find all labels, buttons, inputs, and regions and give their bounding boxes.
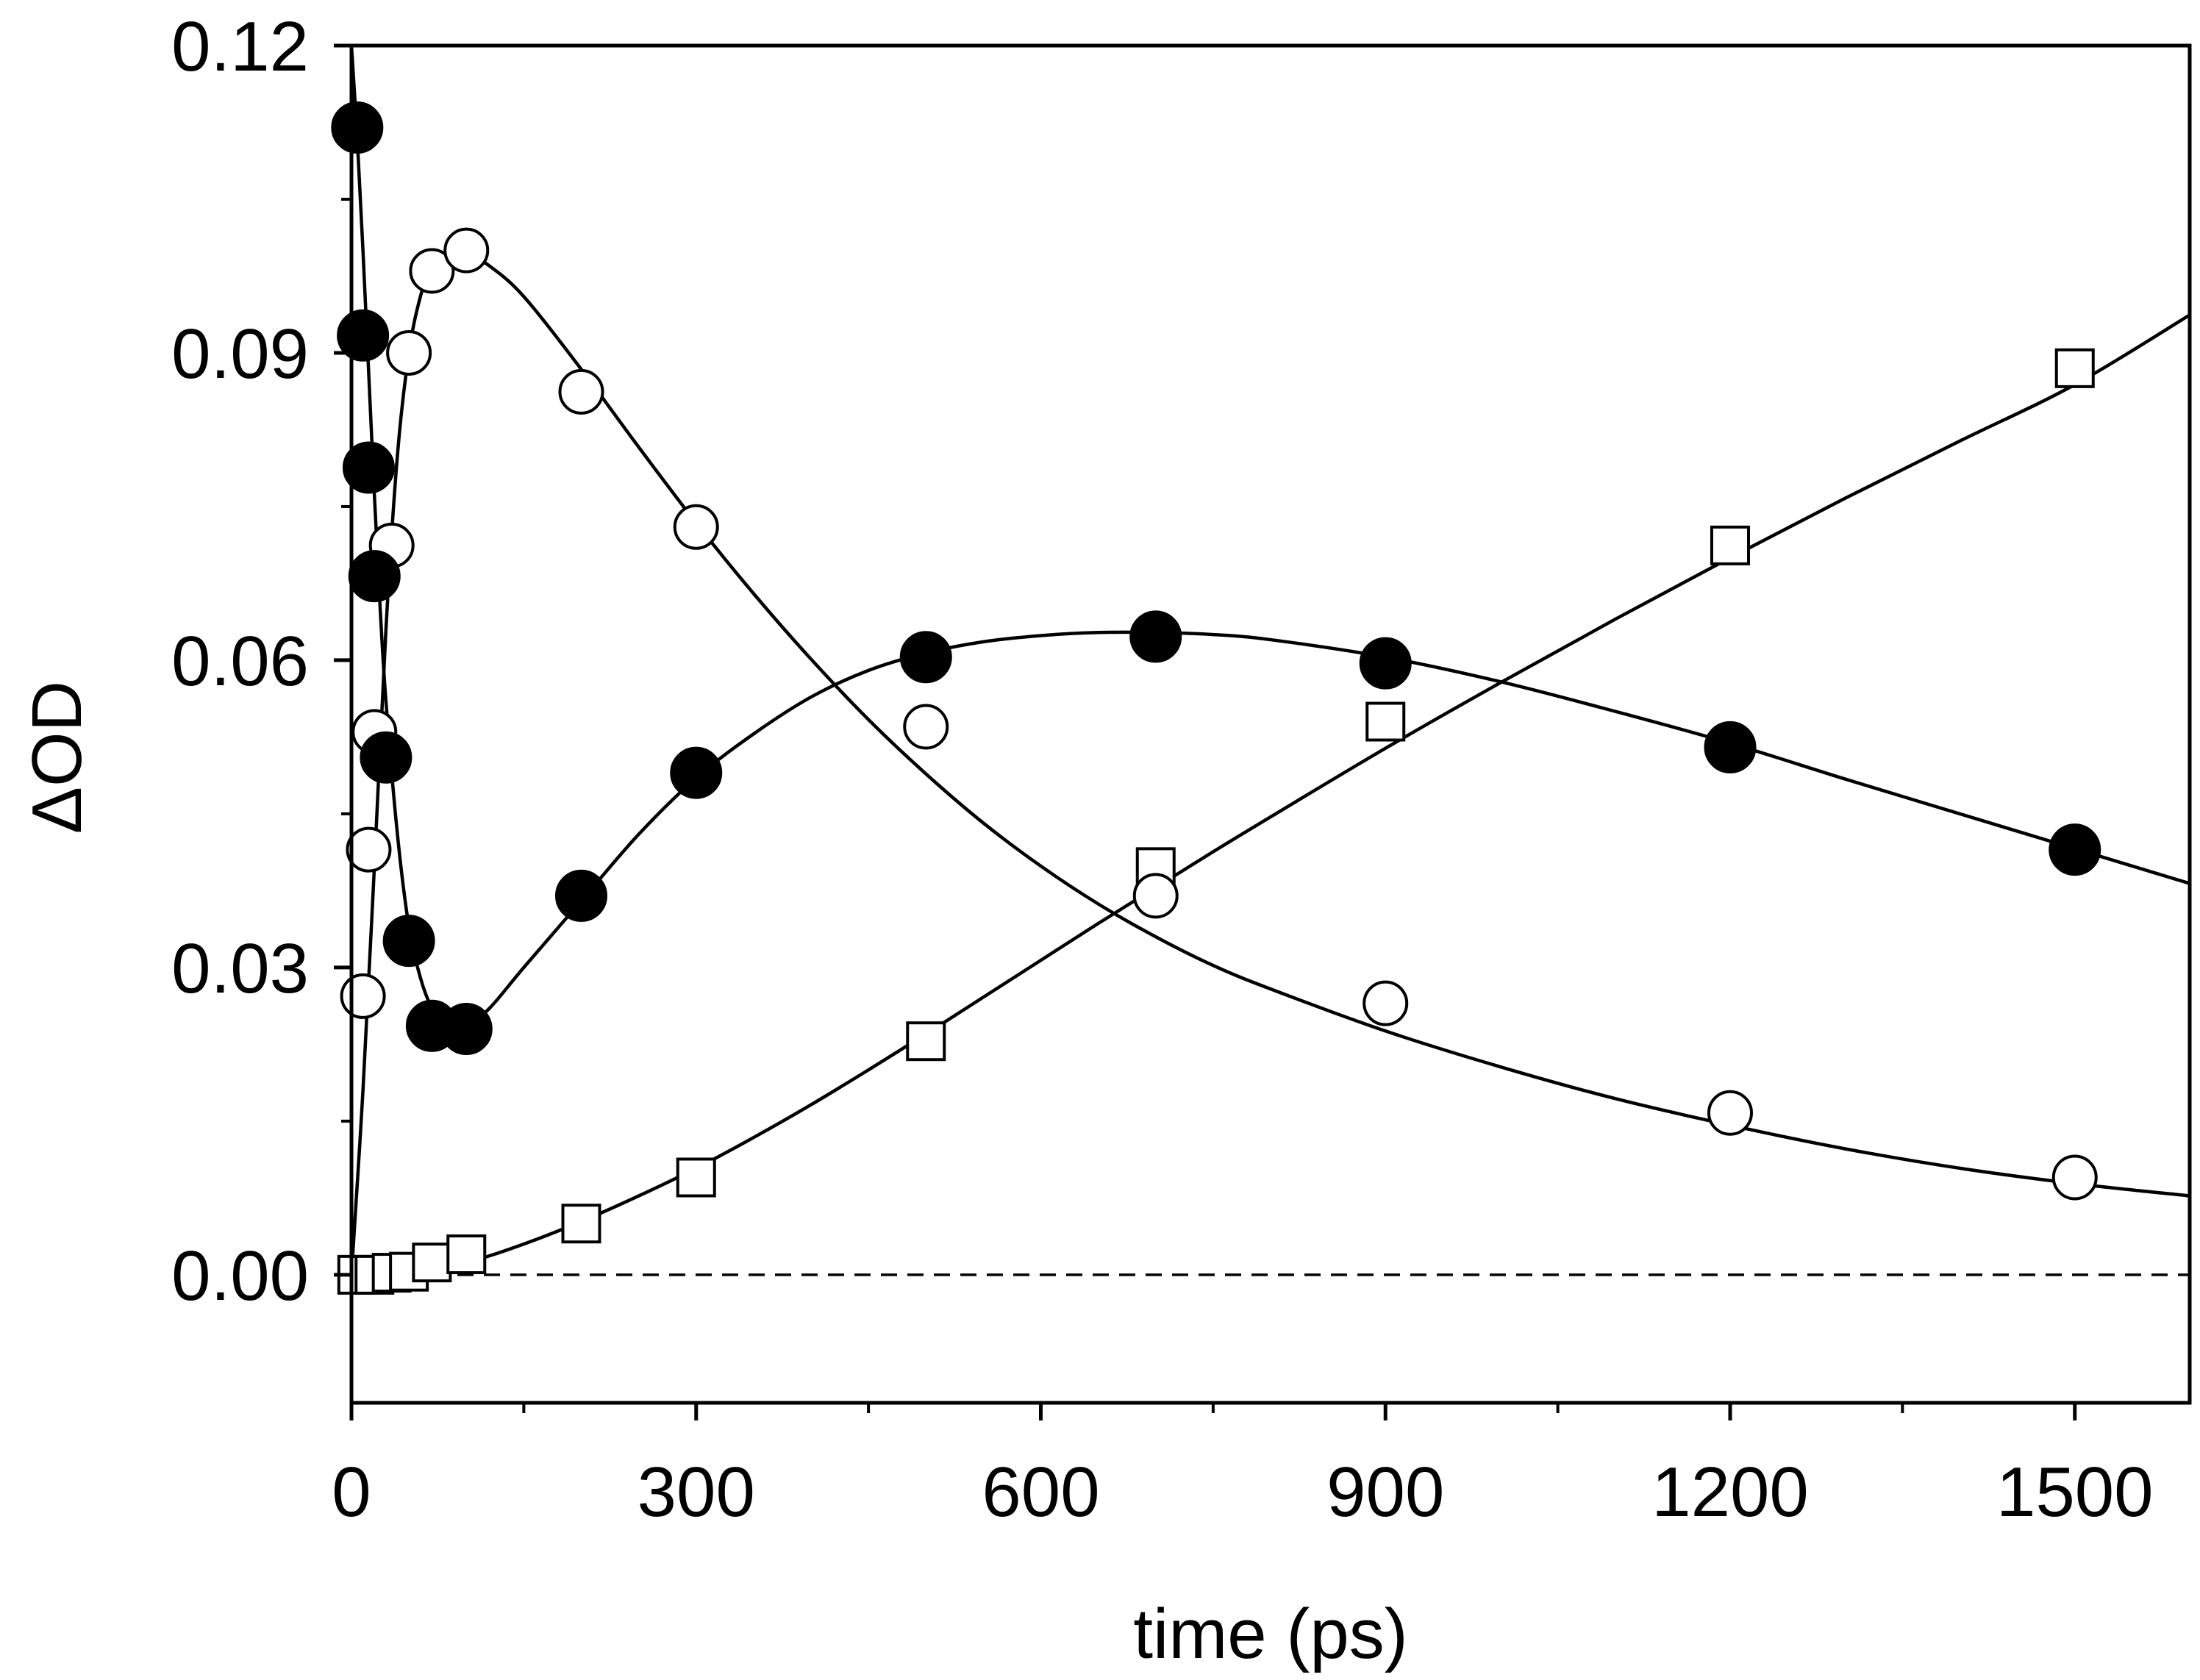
y-tick-label: 0.00 bbox=[171, 1237, 309, 1315]
open-square-point bbox=[2054, 348, 2095, 388]
open-square-point bbox=[412, 1243, 452, 1283]
x-axis-title: time (ps) bbox=[1133, 1595, 1407, 1673]
y-axis-title: ΔOD bbox=[18, 681, 96, 834]
open-square-point bbox=[446, 1234, 487, 1274]
open-square-point bbox=[1365, 701, 1406, 742]
open-circle-point bbox=[409, 248, 455, 294]
axis-ticks bbox=[334, 43, 2077, 1420]
open-circle-point bbox=[1132, 873, 1179, 919]
open-circle-point bbox=[673, 504, 719, 550]
filled-circle-point bbox=[342, 441, 395, 494]
x-tick-label: 900 bbox=[1326, 1453, 1444, 1531]
x-tick-label: 1200 bbox=[1651, 1453, 1809, 1531]
x-tick-label: 1500 bbox=[1996, 1453, 2154, 1531]
filled-circle-point bbox=[899, 631, 952, 684]
fit-curve-open-square bbox=[351, 313, 2190, 1277]
open-circle-point bbox=[558, 368, 604, 415]
x-tick-label: 600 bbox=[982, 1453, 1099, 1531]
open-circle-point bbox=[2051, 1154, 2098, 1201]
open-circle-point bbox=[386, 329, 432, 376]
plot-frame bbox=[349, 43, 2192, 1405]
tick-labels: 0 300 600 900 1200 1500 0.00 0.03 0.06 0.09 0.12 bbox=[171, 7, 2153, 1531]
open-circle-point bbox=[346, 826, 392, 873]
open-circle-point bbox=[1707, 1090, 1753, 1136]
y-tick-label: 0.03 bbox=[171, 929, 309, 1008]
x-tick-label: 0 bbox=[332, 1453, 371, 1531]
filled-circle-point bbox=[348, 550, 401, 603]
x-tick-label: 300 bbox=[638, 1453, 755, 1531]
y-tick-label: 0.06 bbox=[171, 622, 309, 701]
fit-curve-open-circle bbox=[351, 249, 2190, 1277]
open-circle-point bbox=[443, 227, 490, 274]
open-square-point bbox=[561, 1204, 601, 1244]
open-circle-point bbox=[340, 973, 386, 1019]
open-square-point bbox=[1710, 525, 1750, 565]
filled-circle-point bbox=[440, 1002, 493, 1055]
y-tick-label: 0.09 bbox=[171, 315, 309, 393]
open-circle-point bbox=[903, 704, 949, 750]
open-circle-point bbox=[1362, 980, 1409, 1026]
filled-circle-point bbox=[382, 915, 435, 968]
filled-circle-point bbox=[1129, 610, 1182, 663]
filled-circle-point bbox=[331, 101, 384, 154]
filled-circle-point bbox=[2049, 823, 2101, 876]
filled-circle-point bbox=[1359, 637, 1412, 690]
y-tick-label: 0.12 bbox=[171, 7, 309, 86]
filled-circle-point bbox=[555, 869, 607, 922]
open-square-point bbox=[676, 1157, 716, 1198]
open-square-point bbox=[906, 1021, 946, 1062]
filled-circle-point bbox=[360, 731, 413, 784]
filled-circle-point bbox=[1704, 721, 1757, 773]
filled-circle-point bbox=[670, 746, 723, 799]
